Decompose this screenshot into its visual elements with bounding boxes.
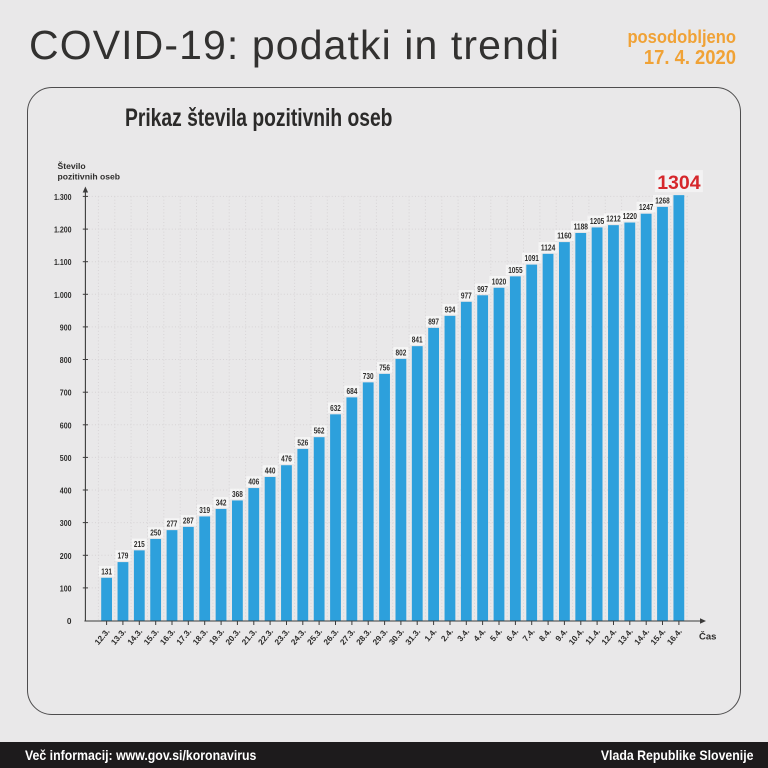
svg-text:26.3.: 26.3. (322, 627, 341, 647)
svg-text:11.4.: 11.4. (584, 627, 602, 646)
svg-text:1220: 1220 (623, 211, 638, 221)
svg-text:977: 977 (461, 290, 472, 300)
svg-text:0: 0 (67, 616, 72, 626)
svg-text:997: 997 (477, 284, 488, 294)
svg-text:15.3.: 15.3. (142, 627, 161, 647)
svg-text:802: 802 (396, 347, 407, 357)
svg-text:730: 730 (363, 371, 374, 381)
svg-text:19.3.: 19.3. (208, 627, 227, 647)
svg-text:934: 934 (445, 304, 456, 314)
svg-text:800: 800 (60, 355, 72, 365)
svg-text:1055: 1055 (508, 265, 523, 275)
svg-text:700: 700 (60, 388, 72, 398)
svg-text:1020: 1020 (492, 276, 507, 286)
svg-text:17.3.: 17.3. (175, 627, 194, 647)
svg-text:14.4.: 14.4. (633, 627, 652, 647)
svg-text:pozitivnih oseb: pozitivnih oseb (58, 172, 121, 182)
svg-text:28.3.: 28.3. (355, 627, 374, 647)
svg-text:25.3.: 25.3. (306, 627, 325, 647)
svg-text:841: 841 (412, 335, 423, 345)
svg-text:215: 215 (134, 539, 145, 549)
svg-text:30.3.: 30.3. (387, 627, 406, 647)
svg-text:12.4.: 12.4. (600, 627, 619, 647)
svg-text:368: 368 (232, 489, 243, 499)
svg-text:476: 476 (281, 454, 292, 464)
svg-text:6.4.: 6.4. (505, 627, 521, 643)
svg-text:756: 756 (379, 362, 390, 372)
svg-text:632: 632 (330, 403, 341, 413)
svg-text:7.4.: 7.4. (521, 627, 537, 643)
svg-text:24.3.: 24.3. (289, 627, 308, 647)
svg-text:440: 440 (265, 466, 276, 476)
svg-text:600: 600 (60, 420, 72, 430)
svg-text:131: 131 (101, 566, 112, 576)
svg-text:277: 277 (167, 519, 178, 529)
svg-text:18.3.: 18.3. (191, 627, 210, 647)
svg-text:1091: 1091 (525, 253, 540, 263)
svg-text:10.4.: 10.4. (567, 627, 586, 647)
svg-text:1268: 1268 (655, 195, 670, 205)
svg-text:Število: Število (58, 160, 86, 171)
svg-text:900: 900 (60, 322, 72, 332)
svg-text:29.3.: 29.3. (371, 627, 390, 647)
svg-text:15.4.: 15.4. (649, 627, 668, 647)
svg-text:100: 100 (60, 583, 72, 593)
svg-text:200: 200 (60, 551, 72, 561)
svg-text:14.3.: 14.3. (126, 627, 145, 647)
svg-text:8.4.: 8.4. (537, 627, 553, 643)
svg-text:1160: 1160 (557, 231, 572, 241)
svg-text:684: 684 (347, 386, 358, 396)
svg-text:1.4.: 1.4. (423, 627, 439, 643)
svg-text:2.4.: 2.4. (439, 627, 455, 643)
svg-text:4.4.: 4.4. (472, 627, 488, 643)
svg-text:1124: 1124 (541, 242, 556, 252)
svg-text:1.000: 1.000 (54, 290, 72, 300)
svg-text:562: 562 (314, 426, 325, 436)
svg-text:406: 406 (248, 477, 259, 487)
svg-text:13.3.: 13.3. (109, 627, 128, 647)
svg-text:250: 250 (150, 528, 161, 538)
svg-text:23.3.: 23.3. (273, 627, 292, 647)
svg-text:20.3.: 20.3. (224, 627, 243, 647)
svg-text:1188: 1188 (574, 222, 589, 232)
svg-text:22.3.: 22.3. (257, 627, 276, 647)
svg-text:31.3.: 31.3. (404, 627, 423, 647)
svg-text:500: 500 (60, 453, 72, 463)
svg-text:1304: 1304 (657, 172, 701, 194)
svg-text:1212: 1212 (606, 214, 621, 224)
svg-text:1.200: 1.200 (54, 225, 72, 235)
svg-text:1.100: 1.100 (54, 257, 72, 267)
svg-text:Čas: Čas (699, 631, 716, 643)
svg-text:13.4.: 13.4. (616, 627, 635, 647)
svg-text:1.300: 1.300 (54, 192, 72, 202)
svg-text:27.3.: 27.3. (338, 627, 357, 647)
svg-text:12.3.: 12.3. (93, 627, 112, 647)
svg-text:897: 897 (428, 316, 439, 326)
svg-text:287: 287 (183, 515, 194, 525)
svg-text:1247: 1247 (639, 202, 654, 212)
svg-text:16.4.: 16.4. (665, 627, 684, 647)
svg-text:16.3.: 16.3. (158, 627, 177, 647)
svg-text:179: 179 (118, 551, 129, 561)
svg-text:300: 300 (60, 518, 72, 528)
svg-text:21.3.: 21.3. (240, 627, 259, 647)
svg-text:3.4.: 3.4. (456, 627, 472, 643)
svg-text:342: 342 (216, 497, 227, 507)
svg-text:400: 400 (60, 486, 72, 496)
svg-text:1205: 1205 (590, 216, 605, 226)
svg-text:319: 319 (199, 505, 210, 515)
svg-text:5.4.: 5.4. (488, 627, 504, 643)
svg-text:526: 526 (297, 437, 308, 447)
